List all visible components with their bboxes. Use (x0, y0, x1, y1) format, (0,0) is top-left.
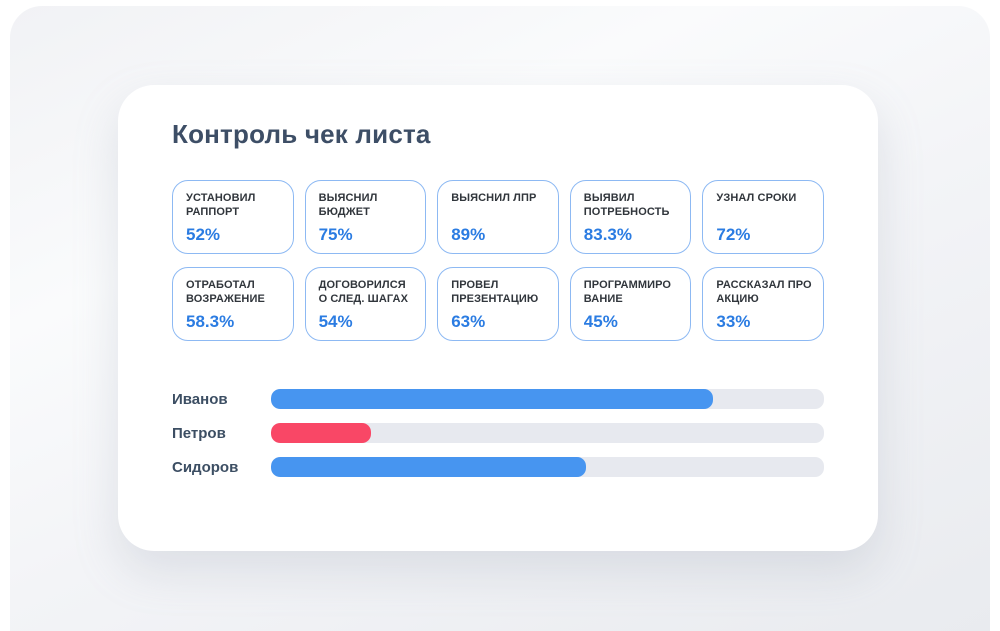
bar-label: Иванов (172, 390, 228, 408)
bar-row-sidorov: Сидоров (172, 457, 824, 477)
stat-card-deadlines: УЗНАЛ СРОКИ 72% (702, 180, 824, 254)
stat-card-value: 75% (318, 225, 353, 244)
stat-card-value: 83.3% (583, 225, 632, 244)
bar-track (271, 457, 824, 477)
checklist-stat-cards: УСТАНОВИЛ РАППОРТ 52% ВЫЯСНИЛ БЮДЖЕТ 75%… (172, 180, 824, 341)
bar-label: Сидоров (172, 458, 239, 476)
bar-track (271, 423, 824, 443)
stat-card-need: ВЫЯВИЛ ПОТРЕБНОСТЬ 83.3% (569, 180, 692, 254)
managers-bar-chart: Иванов Петров Сидоров (172, 389, 824, 477)
stat-card-value: 52% (186, 225, 221, 244)
stat-card-lpr: ВЫЯСНИЛ ЛПР 89% (437, 180, 559, 254)
stat-card-value: 58.3% (186, 312, 235, 331)
stat-card-label: УЗНАЛ СРОКИ (716, 192, 797, 204)
bar-fill (271, 389, 714, 409)
stat-card-value: 89% (451, 225, 486, 244)
bar-label: Петров (172, 424, 226, 442)
stat-card-label: ОТРАБОТАЛ ВОЗРАЖЕНИЕ (186, 279, 265, 305)
stat-card-promo: РАССКАЗАЛ ПРО АКЦИЮ 33% (702, 267, 824, 341)
stat-card-value: 63% (451, 312, 486, 331)
checklist-dashboard-panel: Контроль чек листа УСТАНОВИЛ РАППОРТ 52%… (118, 85, 878, 551)
bar-track (271, 389, 824, 409)
bar-fill (271, 457, 587, 477)
stat-card-label: ВЫЯВИЛ ПОТРЕБНОСТЬ (583, 192, 670, 218)
stat-card-next-steps: ДОГОВОРИЛСЯ О СЛЕД. ШАГАХ 54% (304, 267, 427, 341)
bar-row-petrov: Петров (172, 423, 824, 443)
stat-card-value: 45% (583, 312, 618, 331)
stat-card-budget: ВЫЯСНИЛ БЮДЖЕТ 75% (304, 180, 427, 254)
stat-card-label: ДОГОВОРИЛСЯ О СЛЕД. ШАГАХ (318, 279, 409, 305)
stat-card-programming: ПРОГРАММИРО ВАНИЕ 45% (569, 267, 692, 341)
stat-card-presentation: ПРОВЕЛ ПРЕЗЕНТАЦИЮ 63% (437, 267, 559, 341)
stat-card-value: 33% (716, 312, 751, 331)
stat-card-label: ПРОВЕЛ ПРЕЗЕНТАЦИЮ (451, 279, 539, 305)
stat-card-label: УСТАНОВИЛ РАППОРТ (186, 192, 256, 218)
stat-card-label: ВЫЯСНИЛ БЮДЖЕТ (318, 192, 378, 218)
stat-card-objection: ОТРАБОТАЛ ВОЗРАЖЕНИЕ 58.3% (172, 267, 294, 341)
stat-card-label: РАССКАЗАЛ ПРО АКЦИЮ (716, 279, 812, 305)
stat-card-label: ПРОГРАММИРО ВАНИЕ (583, 279, 672, 305)
bar-fill (271, 423, 371, 443)
bar-row-ivanov: Иванов (172, 389, 824, 409)
stat-card-rapport: УСТАНОВИЛ РАППОРТ 52% (172, 180, 294, 254)
stat-card-label: ВЫЯСНИЛ ЛПР (451, 192, 537, 204)
panel-title: Контроль чек листа (172, 119, 431, 149)
stat-card-value: 72% (716, 225, 751, 244)
stat-card-value: 54% (318, 312, 353, 331)
